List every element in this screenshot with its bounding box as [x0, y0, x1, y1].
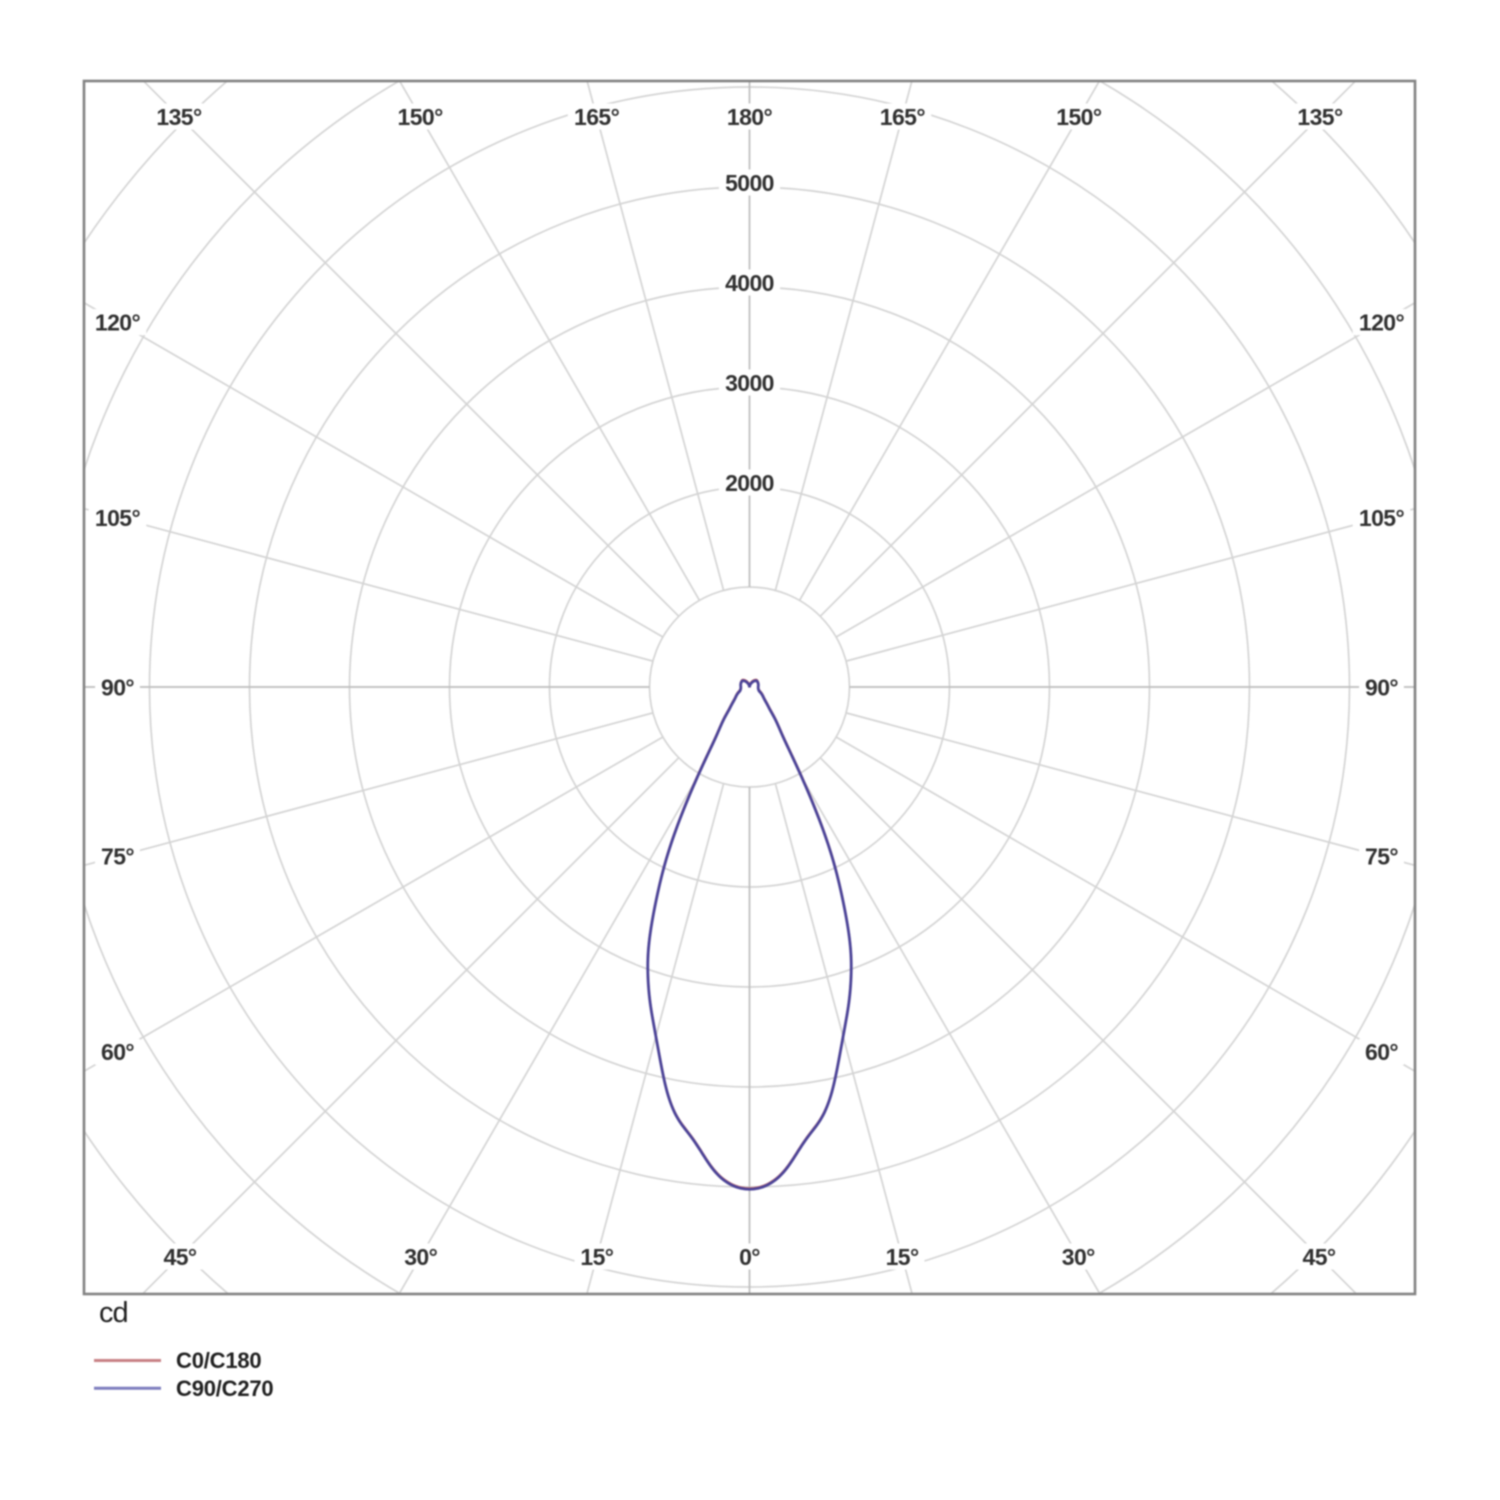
svg-text:15°: 15°: [886, 1244, 919, 1270]
svg-text:5000: 5000: [725, 170, 774, 196]
svg-text:165°: 165°: [880, 104, 926, 130]
svg-text:15°: 15°: [580, 1244, 613, 1270]
svg-text:2000: 2000: [725, 470, 774, 496]
svg-text:C0/C180: C0/C180: [176, 1348, 261, 1373]
svg-text:45°: 45°: [164, 1244, 197, 1270]
svg-text:30°: 30°: [404, 1244, 437, 1270]
svg-text:90°: 90°: [1365, 674, 1398, 700]
svg-text:105°: 105°: [95, 505, 141, 531]
svg-text:75°: 75°: [1365, 844, 1398, 870]
svg-text:135°: 135°: [156, 104, 202, 130]
svg-text:C90/C270: C90/C270: [176, 1376, 273, 1401]
svg-text:60°: 60°: [1365, 1039, 1398, 1065]
svg-text:105°: 105°: [1359, 505, 1405, 531]
svg-text:30°: 30°: [1062, 1244, 1095, 1270]
svg-text:180°: 180°: [727, 104, 773, 130]
svg-text:75°: 75°: [101, 844, 134, 870]
svg-text:165°: 165°: [574, 104, 620, 130]
svg-text:cd: cd: [99, 1297, 128, 1329]
svg-text:90°: 90°: [101, 674, 134, 700]
svg-text:45°: 45°: [1303, 1244, 1336, 1270]
svg-text:120°: 120°: [95, 309, 141, 335]
svg-text:60°: 60°: [101, 1039, 134, 1065]
svg-text:0°: 0°: [739, 1244, 760, 1270]
svg-text:150°: 150°: [1056, 104, 1102, 130]
svg-text:3000: 3000: [725, 370, 774, 396]
svg-text:4000: 4000: [725, 270, 774, 296]
svg-text:135°: 135°: [1297, 104, 1343, 130]
svg-text:120°: 120°: [1359, 309, 1405, 335]
svg-text:150°: 150°: [398, 104, 444, 130]
